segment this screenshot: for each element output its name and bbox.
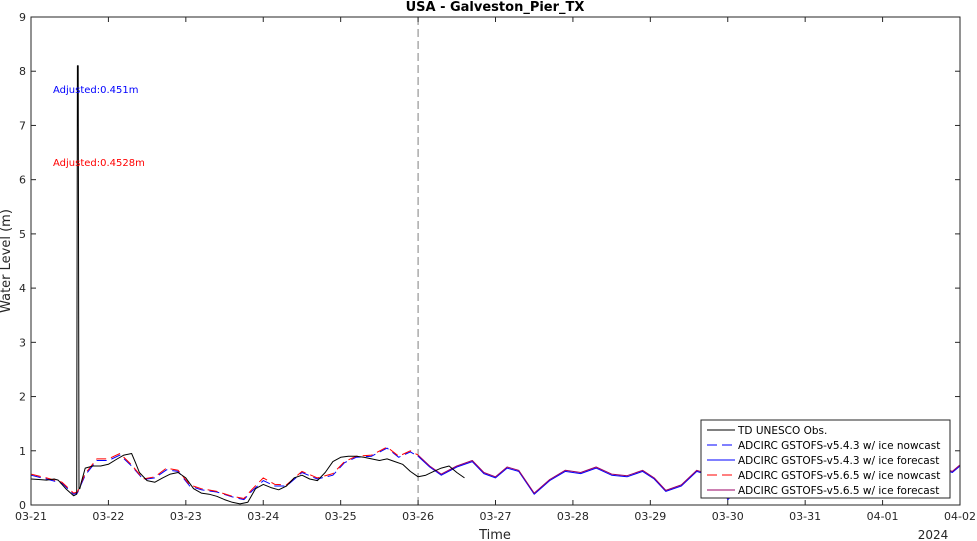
y-tick-label: 2 (19, 391, 26, 404)
y-tick-label: 0 (19, 499, 26, 512)
annotation-adjusted-blue: Adjusted:0.451m (53, 85, 139, 96)
legend-label-4: ADCIRC GSTOFS-v5.6.5 w/ ice forecast (738, 485, 939, 497)
legend-label-3: ADCIRC GSTOFS-v5.6.5 w/ ice nowcast (738, 470, 940, 482)
x-tick-label: 03-24 (247, 510, 279, 523)
legend-label-1: ADCIRC GSTOFS-v5.4.3 w/ ice nowcast (738, 440, 940, 452)
x-tick-label: 03-27 (480, 510, 512, 523)
y-tick-label: 1 (19, 445, 26, 458)
legend-label-0: TD UNESCO Obs. (737, 425, 827, 437)
x-tick-label: 03-23 (170, 510, 202, 523)
x-tick-label: 03-30 (712, 510, 744, 523)
axis-layer: 03-21 03-22 03-23 03-24 03-25 03-26 03-27 03-28… (15, 11, 976, 523)
x-tick-label: 03-22 (92, 510, 124, 523)
y-tick-label: 6 (19, 174, 26, 187)
x-tick-label: 03-29 (634, 510, 666, 523)
y-tick-label: 9 (19, 11, 26, 24)
x-tick-label: 04-02 (944, 510, 976, 523)
x-tick-label: 03-25 (325, 510, 357, 523)
x-tick-label: 03-31 (789, 510, 821, 523)
year-label: 2024 (918, 528, 949, 541)
y-tick-label: 5 (19, 228, 26, 241)
x-tick-label: 03-21 (15, 510, 47, 523)
y-tick-label: 7 (19, 119, 26, 132)
legend: TD UNESCO Obs. ADCIRC GSTOFS-v5.4.3 w/ ic… (700, 419, 951, 499)
x-tick-label: 03-26 (402, 510, 434, 523)
y-tick-label: 3 (19, 336, 26, 349)
y-tick-label: 8 (19, 65, 26, 78)
series-line-3 (30, 446, 419, 499)
series-line-0 (30, 65, 465, 505)
legend-box (700, 419, 951, 499)
series-line-1 (30, 447, 419, 501)
annotation-adjusted-red: Adjusted:0.4528m (53, 158, 145, 169)
y-tick-label: 4 (19, 282, 26, 295)
x-axis-label: Time (478, 528, 511, 541)
x-tick-label: 04-01 (867, 510, 899, 523)
y-axis-label: Water Level (m) (0, 209, 14, 313)
chart-title: USA - Galveston_Pier_TX (406, 0, 585, 15)
x-tick-label: 03-28 (557, 510, 589, 523)
legend-label-2: ADCIRC GSTOFS-v5.4.3 w/ ice forecast (738, 455, 939, 467)
